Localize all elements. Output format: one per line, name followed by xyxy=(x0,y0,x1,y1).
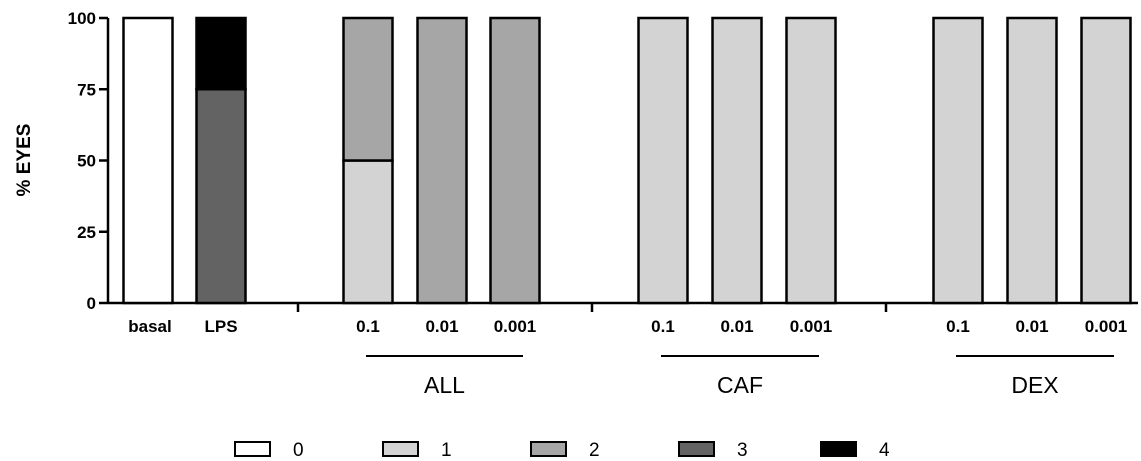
x-tick-label: 0.001 xyxy=(790,317,833,336)
legend-swatch xyxy=(530,441,567,457)
x-tick-label: 0.001 xyxy=(494,317,537,336)
y-tick-label: 50 xyxy=(77,152,96,171)
bars xyxy=(122,16,1132,305)
bar-segment-5-level-1 xyxy=(637,16,689,305)
legend: 0 1 2 3 4 xyxy=(234,440,890,461)
group-labels: ALL CAF DEX xyxy=(366,355,1114,398)
legend-label: 1 xyxy=(441,440,452,461)
bar-segment-2-level-2 xyxy=(342,16,394,162)
y-tick-label: 100 xyxy=(68,9,96,28)
legend-label: 0 xyxy=(293,440,304,461)
bar-segment-2-level-1 xyxy=(342,159,394,305)
group-label: DEX xyxy=(1011,372,1058,398)
y-tick-label: 75 xyxy=(77,80,96,99)
bar-segment-4-level-2 xyxy=(489,16,541,305)
x-tick-label: 0.1 xyxy=(356,317,380,336)
x-tick-label: 0.1 xyxy=(651,317,675,336)
x-tick-label: 0.1 xyxy=(946,317,970,336)
legend-swatch xyxy=(678,441,715,457)
bar-segment-1-level-4 xyxy=(195,16,247,91)
x-tick-label: 0.01 xyxy=(1015,317,1048,336)
x-tick-label: 0.01 xyxy=(720,317,753,336)
bar-segment-1-level-3 xyxy=(195,88,247,305)
bar-segment-3-level-2 xyxy=(416,16,468,305)
legend-label: 4 xyxy=(879,440,890,461)
y-tick-label: 25 xyxy=(77,223,96,242)
group-label: ALL xyxy=(424,372,465,398)
legend-label: 3 xyxy=(737,440,748,461)
y-tick-label: 0 xyxy=(87,294,96,313)
legend-swatch xyxy=(382,441,419,457)
y-axis-label: % EYES xyxy=(14,124,35,197)
x-tick-label: basal xyxy=(128,317,171,336)
legend-swatch xyxy=(234,441,271,457)
bar-segment-9-level-1 xyxy=(1006,16,1058,305)
legend-label: 2 xyxy=(589,440,600,461)
bar-segment-10-level-1 xyxy=(1080,16,1132,305)
group-label: CAF xyxy=(717,372,763,398)
x-tick-label: 0.001 xyxy=(1085,317,1128,336)
bar-segment-0-level-0 xyxy=(122,16,174,305)
legend-swatch xyxy=(820,441,857,457)
bar-segment-8-level-1 xyxy=(932,16,984,305)
tick-labels: 0 25 50 75 100 basal LPS 0.1 0.01 0.001 0.1 0.01 0.0… xyxy=(68,9,1128,336)
bar-segment-7-level-1 xyxy=(785,16,837,305)
bar-segment-6-level-1 xyxy=(711,16,763,305)
x-tick-label: LPS xyxy=(204,317,237,336)
x-tick-label: 0.01 xyxy=(425,317,458,336)
